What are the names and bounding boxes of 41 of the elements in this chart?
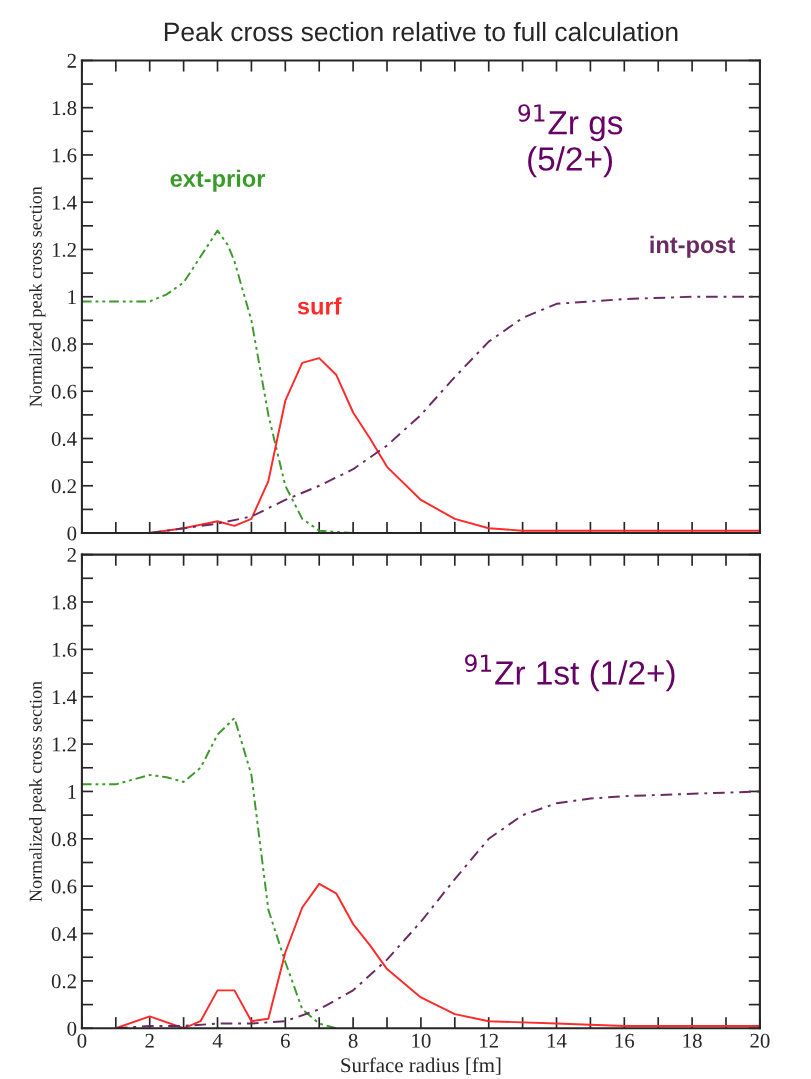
x-tick-label: 16 [615, 1033, 635, 1048]
y-tick-label: 1.8 [52, 595, 77, 610]
y-tick-label: 1.2 [52, 737, 76, 752]
y-tick-label: 1.2 [52, 242, 76, 257]
x-tick-label: 10 [412, 1033, 431, 1048]
y-tick-label: 0 [67, 1021, 77, 1036]
y-tick-label: 1.4 [52, 690, 77, 705]
text: ext-prior [170, 169, 266, 192]
y-tick-label: 0.8 [51, 832, 77, 847]
y-tick-label: 0.4 [51, 431, 77, 447]
y-tick-label: 0.2 [51, 974, 76, 989]
y-tick-label: 1.8 [52, 101, 77, 116]
x-tick-label: 18 [683, 1033, 702, 1048]
y-tick-label: 2 [67, 548, 76, 562]
chart-title: Peak cross section relative to full calculation [164, 21, 678, 42]
series-label: int-post [650, 235, 736, 258]
y-tick-label: 1.4 [52, 195, 77, 210]
annotation: $^{91}$Zr 1st (1/2+) [465, 654, 675, 692]
x-tick-label: 14 [547, 1033, 567, 1048]
y-tick-label: 1.6 [52, 148, 77, 163]
y-tick-label: 0.2 [51, 479, 76, 494]
y-tick-label: 0.6 [51, 879, 77, 894]
y-tick-label: 0 [67, 526, 77, 541]
y-tick-label: 1 [68, 290, 76, 304]
x-tick-label: 2 [145, 1033, 154, 1048]
x-tick-label: 6 [281, 1033, 290, 1048]
y-tick-label: 0.6 [51, 384, 77, 399]
y-tick-label: 2 [67, 53, 76, 68]
x-tick-label: 8 [348, 1033, 358, 1048]
y-tick-label: 0.4 [51, 926, 77, 942]
x-axis-title: Surface radius [fm] [341, 1057, 501, 1075]
y-tick-label: 1 [68, 784, 76, 799]
x-tick-label: 12 [480, 1033, 498, 1048]
y-axis-title: Normalized peak cross section [29, 186, 46, 407]
y-axis-title: Normalized peak cross section [29, 681, 46, 902]
x-tick-label: 4 [212, 1033, 223, 1048]
x-tick-label: 20 [750, 1033, 770, 1048]
y-tick-label: 0.8 [51, 337, 77, 352]
y-tick-label: 1.6 [52, 642, 77, 657]
annotation: $^{91}$Zr gs (5/2+) [518, 104, 623, 178]
text: surf [297, 297, 342, 315]
